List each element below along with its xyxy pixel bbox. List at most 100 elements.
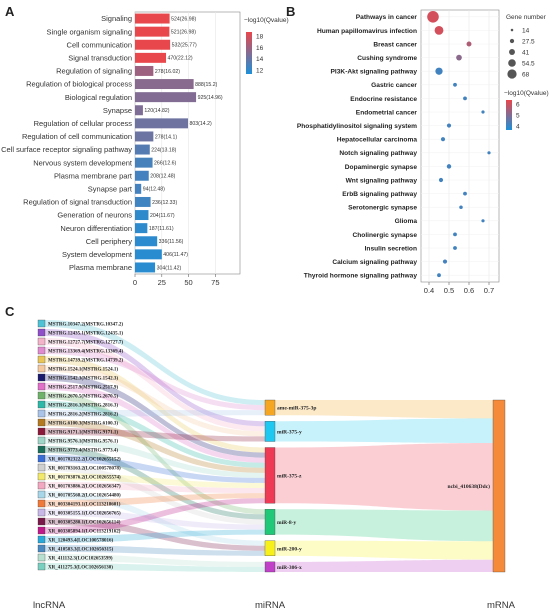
sankey-mirna-node: [264, 447, 276, 504]
panel-b-point: [466, 41, 472, 47]
panel-b-category-label: Cholinergic synapse: [353, 232, 418, 239]
sankey-lncrna-label: MSTRG.9171.1(MSTRG.9171.1): [48, 431, 118, 436]
panel-b-x-tick-label: 0.6: [464, 286, 474, 295]
panel-a-bar: [135, 79, 194, 90]
panel-a-category-label: Cell surface receptor signaling pathway: [1, 145, 132, 154]
panel-b-category-label: Endometrial cancer: [356, 109, 418, 116]
sankey-link-lncrna-mirna: [45, 320, 265, 406]
panel-b-category-labels: Pathways in cancer Human papillomavirus i…: [297, 14, 418, 279]
sankey-link-lncrna-mirna: [45, 410, 265, 417]
panel-a-value-labels: 524(26.98) 521(26.98) 532(25.77) 470(22.12)…: [143, 16, 223, 271]
panel-b-point: [442, 259, 448, 264]
sankey-link-lncrna-mirna: [45, 518, 265, 551]
sankey-lncrna-label: MSTRG.2816.3(MSTRG.2816.3): [48, 404, 118, 409]
panel-b-plot-frame: [420, 9, 500, 283]
panel-b-category-label: Calcium signaling pathway: [332, 259, 417, 266]
sankey-lncrna-node: [37, 337, 46, 346]
panel-a-category-label: Regulation of biological process: [26, 80, 132, 89]
panel-a-value-label: 524(26.98): [171, 16, 196, 22]
sankey-lncrna-label: MSTRG.2517.9(MSTRG.2517.9): [48, 386, 118, 391]
panel-b-size-legend-dot: [509, 38, 515, 44]
panel-a-value-label: 521(26.98): [171, 29, 196, 35]
panel-b-category-label: Endocrine resistance: [350, 96, 417, 103]
panel-a-value-label: 470(22.12): [168, 56, 193, 62]
sankey-lncrna-node: [37, 472, 46, 481]
panel-b-size-legend: Gene number 14 27.5 41 54.5 68: [506, 14, 547, 79]
sankey-link-lncrna-mirna: [45, 545, 265, 556]
panel-b-category-label: Wnt signaling pathway: [346, 177, 418, 184]
sankey-link-mirna-mrna: [275, 540, 493, 560]
sankey-lncrna-label: MSTRG.2670.5(MSTRG.2670.5): [48, 395, 118, 400]
sankey-lncrna-node: [37, 373, 46, 382]
sankey-lncrna-node: [37, 490, 46, 499]
panel-b-point: [427, 10, 439, 23]
panel-a-legend-title: −log10(Qvalue): [244, 17, 289, 24]
panel-a-category-label: Plasma membrane: [69, 263, 132, 272]
sankey-lncrna-nodes: MSTRG.10347.2(MSTRG.10347.2) MSTRG.12435.…: [37, 319, 123, 571]
panel-b-color-legend-tick: 6: [516, 101, 520, 108]
panel-b-color-legend: −log10(Qvalue) 6 5 4: [504, 90, 549, 130]
sankey-lncrna-label: MSTRG.14739.2(MSTRG.14739.2): [48, 359, 123, 364]
panel-b-point: [453, 82, 457, 87]
panel-b-category-label: Serotonergic synapse: [348, 205, 417, 212]
panel-a-category-label: Synapse part: [88, 184, 133, 193]
sankey-lncrna-label: XR_003304193.1(LOC113218601): [48, 503, 121, 508]
panel-b-point: [434, 26, 444, 35]
sankey-link-lncrna-mirna: [45, 464, 265, 525]
sankey-lncrna-label: MSTRG.1524.1(MSTRG.1524.1): [48, 368, 118, 373]
sankey-link-lncrna-mirna: [45, 529, 265, 543]
panel-a: A Signaling Single organism signaling Cell…: [1, 4, 289, 287]
panel-b-size-legend-dot: [508, 59, 516, 67]
sankey-link-lncrna-mirna: [45, 329, 265, 427]
panel-a-value-label: 208(12.48): [150, 174, 175, 180]
panel-b-x-tick-label: 0.7: [484, 286, 494, 295]
sankey-mirna-label: miR-375-y: [277, 429, 302, 435]
panel-b-legend-colorbar: [506, 100, 512, 130]
sankey-lncrna-label: XR_003305280.1(LOC102656114): [48, 521, 121, 526]
panel-b-color-legend-tick: 5: [516, 112, 520, 119]
panel-b-x-tick-label: 0.4: [424, 286, 434, 295]
panel-a-category-label: Signal transduction: [68, 53, 132, 62]
panel-a-category-label: Neuron differentiation: [60, 224, 132, 233]
panel-a-value-label: 278(16.02): [155, 69, 180, 75]
sankey-mirna-node: [264, 421, 276, 442]
sankey-lncrna-label: MSTRG.1542.3(MSTRG.1542.3): [48, 377, 118, 382]
panel-b-category-label: Gastric cancer: [371, 82, 417, 89]
sankey-lncrna-node: [37, 328, 46, 337]
sankey-lncrna-label: MSTRG.12727.7(MSTRG.12727.7): [48, 341, 123, 346]
panel-b-size-legend-label: 41: [522, 49, 530, 56]
panel-b-x-ticks: 0.4 0.5 0.6 0.7: [424, 282, 494, 295]
sankey-lncrna-node: [37, 409, 46, 418]
panel-a-category-label: Single organism signaling: [47, 27, 132, 36]
panel-b-point: [437, 273, 441, 278]
panel-c: C MSTRG.10347.2(MSTRG.10347.2) MSTRG.1243…: [5, 304, 516, 611]
panel-a-bar: [135, 183, 142, 194]
panel-a-bar: [135, 236, 158, 247]
sankey-link-lncrna-mirna: [45, 509, 265, 530]
panel-b-category-label: Dopaminergic synapse: [345, 164, 418, 171]
panel-b-point: [481, 110, 485, 114]
sankey-link-lncrna-mirna: [45, 347, 265, 411]
panel-a-bar: [135, 65, 154, 76]
panel-a-bar: [135, 92, 197, 103]
panel-a-bar: [135, 262, 156, 273]
panel-b-category-label: Notch signaling pathway: [339, 150, 417, 157]
sankey-lncrna-node: [37, 445, 46, 454]
panel-a-value-label: 532(25.77): [172, 43, 197, 49]
panel-a-x-tick-label: 50: [184, 278, 192, 287]
sankey-link-lncrna-mirna: [45, 554, 265, 567]
sankey-link-lncrna-mirna: [45, 365, 265, 437]
panel-b-point: [459, 205, 463, 209]
sankey-lncrna-node: [37, 517, 46, 526]
panel-b-points: [427, 10, 491, 278]
panel-b-size-legend-dot: [507, 69, 517, 79]
panel-a-bar: [135, 13, 170, 24]
panel-a-bar: [135, 157, 153, 168]
panel-b-category-label: Thyroid hormone signaling pathway: [304, 273, 418, 280]
panel-b-point: [446, 123, 452, 128]
panel-b-point: [435, 67, 443, 75]
panel-a-value-label: 925(14.96): [198, 95, 223, 101]
panel-a-category-label: Cell communication: [67, 40, 132, 49]
panel-a-category-label: Nervous system development: [33, 158, 133, 167]
